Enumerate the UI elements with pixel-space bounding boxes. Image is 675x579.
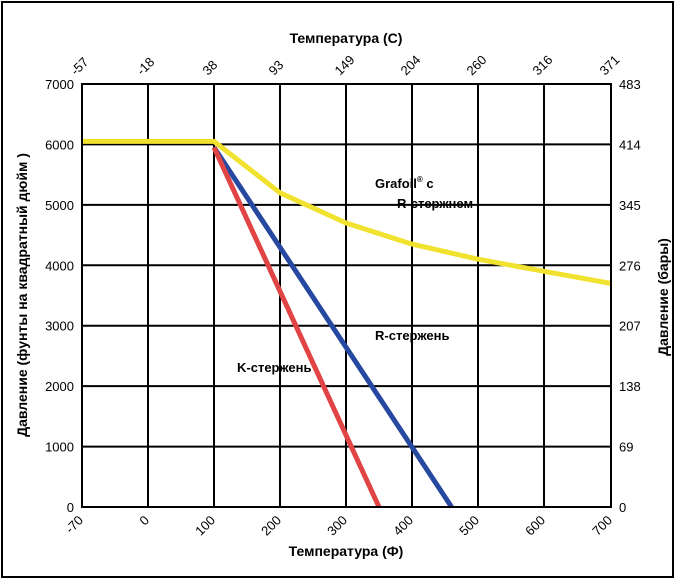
series-lines xyxy=(82,138,612,509)
plot-border xyxy=(81,83,612,508)
top-axis-title: Температура (C) xyxy=(290,30,403,46)
grafoil-annotation-line2: R-стержнем xyxy=(397,196,473,211)
y-tick-left: 6000 xyxy=(45,137,74,152)
left-axis-title: Давление (фунты на квадратный дюйм ) xyxy=(14,153,30,437)
y-tick-right: 414 xyxy=(619,137,641,152)
bottom-axis-title: Температура (Ф) xyxy=(289,543,404,559)
y-tick-right: 138 xyxy=(619,379,641,394)
k-rod-line xyxy=(211,146,382,509)
y-tick-right: 276 xyxy=(619,258,641,273)
right-axis-title: Давление (бары) xyxy=(655,238,671,356)
y-tick-left: 4000 xyxy=(45,258,74,273)
r-rod-label: R-стержень xyxy=(375,328,449,343)
k-rod-label: K-стержень xyxy=(237,360,311,375)
grafoil-annotation-line1: Grafoil® с xyxy=(375,175,434,191)
y-tick-left: 2000 xyxy=(45,379,74,394)
y-tick-right: 0 xyxy=(619,500,626,515)
registered-mark: ® xyxy=(417,175,423,184)
y-tick-right: 483 xyxy=(619,77,641,92)
y-tick-left: 7000 xyxy=(45,77,74,92)
r-rod-line xyxy=(211,146,454,509)
y-tick-left: 3000 xyxy=(45,319,74,334)
grid xyxy=(82,84,611,507)
y-tick-right: 69 xyxy=(619,440,633,455)
grafoil-r-rod-line xyxy=(82,138,612,286)
y-tick-left: 0 xyxy=(67,500,74,515)
y-tick-right: 345 xyxy=(619,198,641,213)
y-tick-right: 207 xyxy=(619,319,641,334)
y-tick-left: 1000 xyxy=(45,440,74,455)
y-tick-left: 5000 xyxy=(45,198,74,213)
